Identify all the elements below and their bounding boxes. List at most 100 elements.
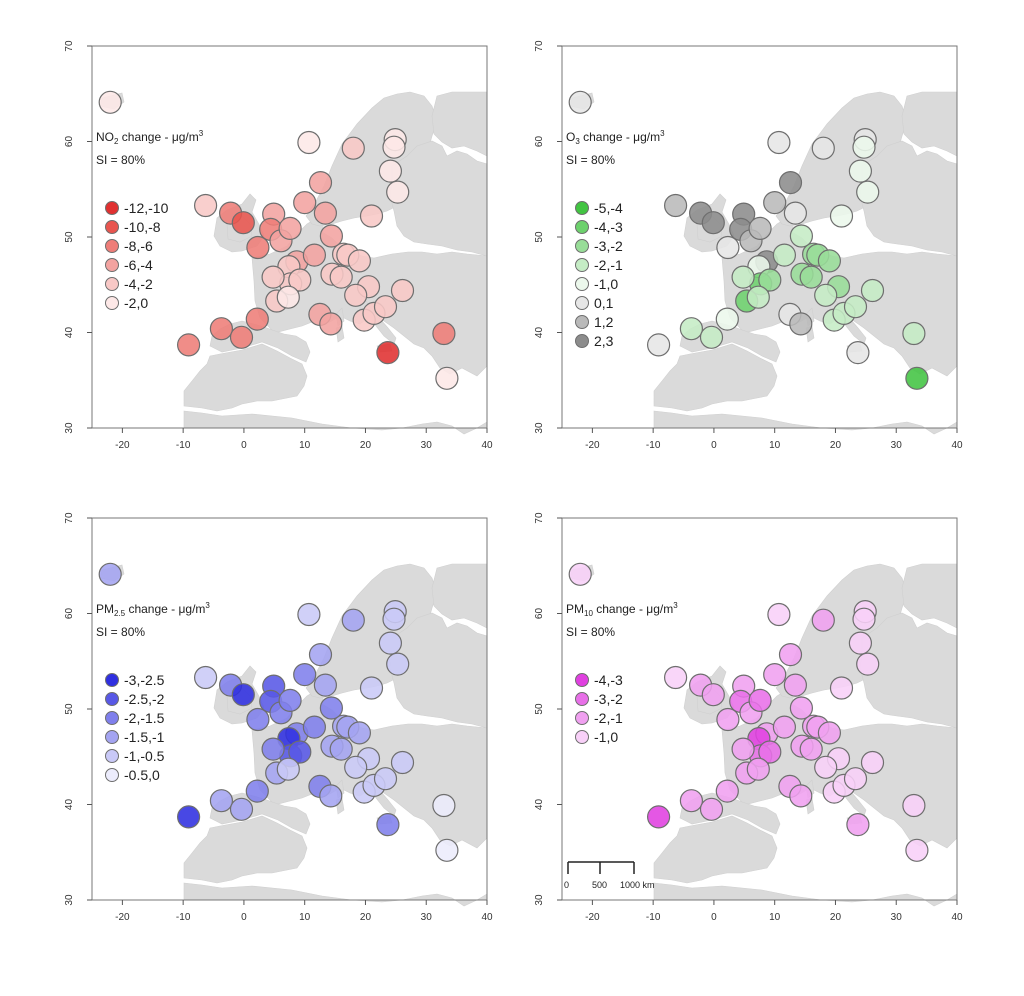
station-marker bbox=[811, 136, 835, 160]
station-marker bbox=[319, 784, 343, 808]
station-marker bbox=[848, 631, 872, 655]
land-shape bbox=[859, 612, 958, 729]
station-marker bbox=[763, 663, 787, 687]
legend-swatch bbox=[105, 749, 119, 763]
x-tick-label: 10 bbox=[299, 912, 311, 923]
station-marker bbox=[246, 235, 270, 260]
title-subscript: 2.5 bbox=[114, 609, 126, 618]
y-tick-label: 60 bbox=[64, 136, 75, 148]
station-marker bbox=[209, 317, 233, 341]
y-tick-label: 50 bbox=[64, 703, 75, 715]
land-shape bbox=[901, 563, 958, 629]
x-tick-label: 0 bbox=[711, 912, 717, 923]
x-tick-label: 10 bbox=[769, 912, 781, 923]
y-tick-label: 70 bbox=[534, 40, 545, 52]
title-species: NO bbox=[96, 130, 114, 144]
x-tick-label: -20 bbox=[115, 440, 130, 451]
station-marker bbox=[98, 90, 122, 114]
legend-label: -1,0 bbox=[594, 729, 618, 745]
legend-swatch bbox=[575, 277, 589, 291]
station-marker bbox=[715, 779, 739, 803]
y-tick-label: 60 bbox=[534, 136, 545, 148]
station-marker bbox=[772, 243, 796, 267]
station-marker bbox=[843, 767, 868, 791]
station-marker bbox=[829, 204, 854, 228]
legend-swatch bbox=[575, 239, 589, 253]
land-shape bbox=[859, 140, 958, 257]
station-marker bbox=[382, 135, 406, 159]
panel-title: PM10 change - μg/m3 bbox=[566, 601, 678, 618]
legend: -12,-10 -10,-8 -8,-6 -6,-4 -4,-2 -2,0 bbox=[105, 200, 169, 311]
station-marker bbox=[789, 312, 813, 336]
x-tick-label: 30 bbox=[421, 440, 433, 451]
legend-swatch bbox=[105, 220, 119, 234]
legend-label: -1,-0.5 bbox=[124, 748, 165, 764]
title-species: O bbox=[566, 130, 575, 144]
title-change: change - μg/m bbox=[118, 130, 198, 144]
station-marker bbox=[378, 159, 402, 183]
map-panel-pm25: -20 -10 0 10 20 30 40 30 40 50 60 70 PM2.5 change - … bbox=[64, 512, 493, 923]
station-marker bbox=[852, 135, 876, 159]
x-tick-label: -10 bbox=[176, 912, 191, 923]
y-tick-label: 60 bbox=[534, 608, 545, 620]
station-marker bbox=[789, 784, 813, 808]
x-tick-label: 40 bbox=[951, 440, 963, 451]
panel-title: O3 change - μg/m3 bbox=[566, 129, 665, 146]
map-panel-no2: -20 -10 0 10 20 30 40 30 40 50 60 70 NO2 change - μg… bbox=[64, 40, 493, 451]
legend-swatch bbox=[105, 730, 119, 744]
legend-label: -4,-3 bbox=[594, 672, 623, 688]
station-marker bbox=[378, 631, 402, 655]
x-tick-label: 40 bbox=[951, 912, 963, 923]
station-marker bbox=[748, 216, 772, 240]
scale-label: 1000 km bbox=[620, 880, 655, 890]
station-marker bbox=[860, 750, 885, 775]
land-shape bbox=[431, 91, 488, 157]
legend-label: -0.5,0 bbox=[124, 767, 160, 783]
station-marker bbox=[646, 333, 671, 357]
x-tick-label: 0 bbox=[711, 440, 717, 451]
station-marker bbox=[758, 740, 782, 764]
title-species: PM bbox=[566, 602, 584, 616]
legend-swatch bbox=[575, 258, 589, 272]
station-marker bbox=[799, 265, 823, 289]
station-marker bbox=[789, 696, 813, 720]
scale-bar: 0 500 1000 km bbox=[564, 861, 655, 890]
legend-label: -3,-2 bbox=[594, 691, 623, 707]
station-marker bbox=[716, 707, 740, 732]
y-tick-label: 30 bbox=[534, 422, 545, 434]
x-tick-label: 20 bbox=[830, 912, 842, 923]
x-tick-label: 0 bbox=[241, 912, 247, 923]
station-marker bbox=[193, 665, 218, 690]
station-marker bbox=[435, 838, 459, 862]
station-marker bbox=[261, 737, 285, 761]
station-marker bbox=[568, 90, 592, 114]
station-marker bbox=[302, 715, 326, 739]
station-marker bbox=[902, 321, 926, 346]
station-marker bbox=[699, 325, 724, 349]
station-marker bbox=[843, 295, 868, 319]
station-marker bbox=[778, 171, 803, 195]
station-marker bbox=[699, 797, 724, 821]
title-species: PM bbox=[96, 602, 114, 616]
si-label: SI = 80% bbox=[96, 625, 145, 639]
station-marker bbox=[390, 278, 415, 303]
station-marker bbox=[814, 755, 838, 779]
station-marker bbox=[359, 204, 384, 228]
station-marker bbox=[246, 707, 270, 732]
station-marker bbox=[376, 341, 400, 365]
legend-swatch bbox=[575, 315, 589, 329]
legend-label: 0,1 bbox=[594, 295, 614, 311]
si-label: SI = 80% bbox=[566, 153, 615, 167]
station-marker bbox=[386, 652, 410, 676]
legend-label: -5,-4 bbox=[594, 200, 623, 216]
legend-swatch bbox=[575, 201, 589, 215]
legend-swatch bbox=[575, 220, 589, 234]
y-tick-label: 40 bbox=[534, 327, 545, 339]
station-marker bbox=[811, 608, 835, 632]
legend-swatch bbox=[105, 277, 119, 291]
scale-label: 500 bbox=[592, 880, 607, 890]
station-marker bbox=[748, 688, 772, 712]
station-marker bbox=[846, 813, 870, 837]
